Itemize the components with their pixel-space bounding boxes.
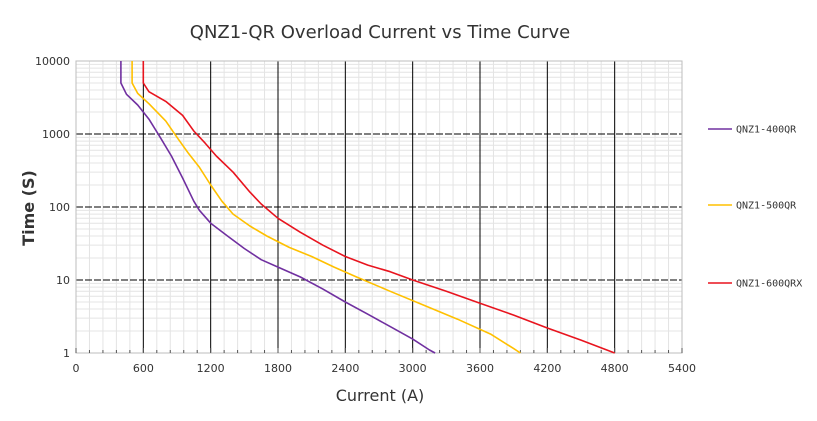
x-tick-label: 0 [73, 362, 80, 375]
series-line-qnz1-500qr [131, 61, 521, 354]
legend-label: QNZ1-600QRX [736, 279, 802, 290]
chart-title: QNZ1-QR Overload Current vs Time Curve [190, 22, 570, 43]
y-tick-label: 100 [49, 201, 70, 214]
plot-frame [75, 60, 683, 354]
y-axis-label: Time (S) [19, 170, 38, 246]
x-tick-label: 4800 [601, 362, 629, 375]
x-tick-label: 5400 [668, 362, 696, 375]
x-tick-label: 1200 [197, 362, 225, 375]
legend: QNZ1-400QR QNZ1-500QR QNZ1-600QRX [708, 125, 802, 290]
x-axis-label: Current (A) [336, 386, 425, 405]
x-tick-label: 4200 [533, 362, 561, 375]
x-tick-label: 1800 [264, 362, 292, 375]
y-tick-label: 1000 [42, 128, 70, 141]
series-line-qnz1-600qrx [142, 61, 615, 354]
x-tick-label: 3600 [466, 362, 494, 375]
y-tick-label: 10 [56, 274, 70, 287]
x-tick-label: 600 [133, 362, 154, 375]
plot-area: 0 600 1200 1800 2400 3000 3600 4200 4800 5400 1 10 1… [35, 55, 696, 375]
x-tick-label: 2400 [331, 362, 359, 375]
legend-label: QNZ1-500QR [736, 201, 797, 212]
legend-label: QNZ1-400QR [736, 125, 797, 136]
x-tick-label: 3000 [399, 362, 427, 375]
y-tick-label: 10000 [35, 55, 70, 68]
y-tick-label: 1 [63, 347, 70, 360]
series-line-qnz1-400qr [120, 61, 436, 354]
